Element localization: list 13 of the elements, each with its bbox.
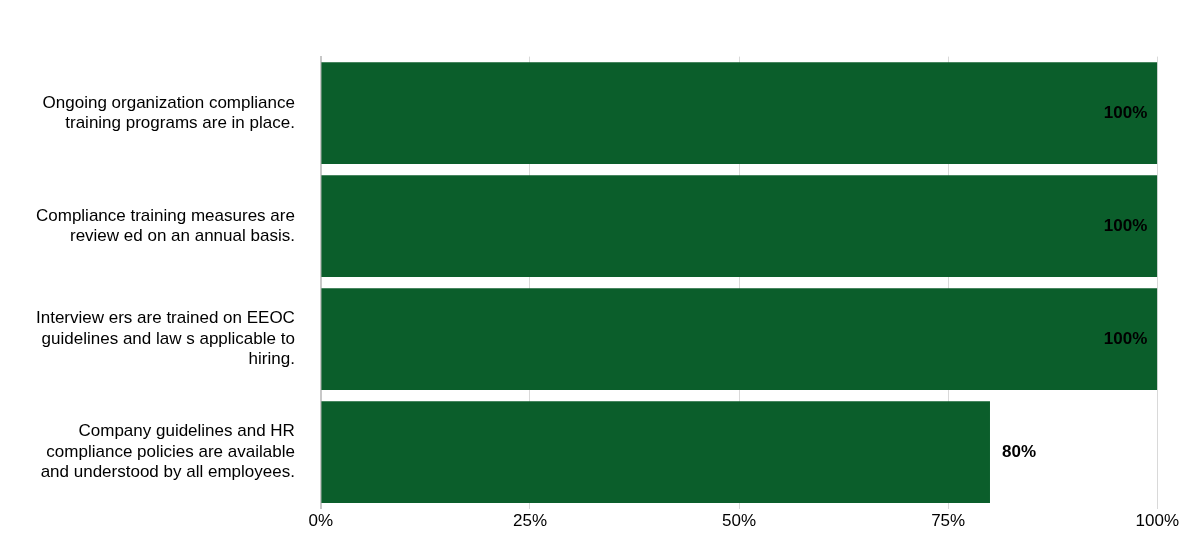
data-label: 80%: [1001, 441, 1037, 461]
x-tick-label: 75%: [931, 511, 966, 531]
data-label: 100%: [1103, 102, 1148, 122]
y-tick-label: Ongoing organization compliance training programs are in place.: [42, 92, 295, 132]
y-tick-label: Company guidelines and HR compliance policies are available and understood by all employees.: [40, 421, 295, 482]
x-tick-label: 25%: [512, 511, 548, 531]
data-label: 100%: [1103, 328, 1148, 348]
data-label: 100%: [1103, 215, 1148, 235]
x-tick-label: 50%: [722, 511, 757, 531]
x-tick-label: 100%: [1135, 511, 1179, 531]
y-tick-label: Interview ers are trained on EEOC guidelines and law s applicable to hiring.: [36, 308, 295, 369]
y-tick-label: Compliance training measures are review ed on an annual basis.: [36, 205, 295, 245]
x-tick-label: 0%: [308, 511, 334, 531]
